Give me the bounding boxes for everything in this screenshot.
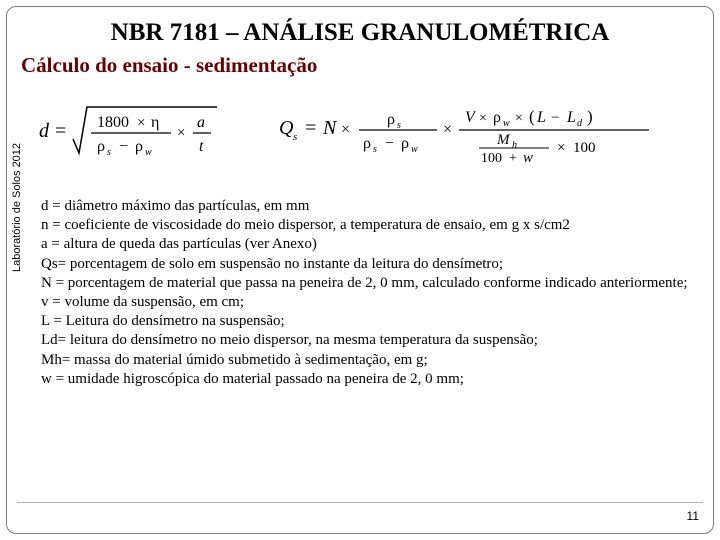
svg-text:s: s bbox=[107, 147, 111, 158]
svg-text:×: × bbox=[515, 111, 523, 126]
svg-text:d: d bbox=[39, 120, 50, 142]
svg-text:−: − bbox=[385, 135, 394, 152]
svg-text:ρ: ρ bbox=[493, 109, 501, 126]
def-line: v = volume da suspensão, em cm; bbox=[41, 293, 699, 312]
svg-text:M: M bbox=[496, 132, 511, 148]
content-area: Laboratório de Solos 2012 d = 1800 × η ρ bbox=[21, 92, 699, 389]
svg-text:Q: Q bbox=[279, 117, 294, 139]
svg-text:L: L bbox=[536, 109, 546, 126]
svg-text:t: t bbox=[199, 138, 204, 155]
svg-text:+: + bbox=[509, 151, 517, 166]
svg-text:×: × bbox=[341, 121, 350, 138]
svg-text:ρ: ρ bbox=[97, 138, 105, 155]
page-number: 11 bbox=[687, 509, 699, 523]
svg-text:ρ: ρ bbox=[387, 111, 395, 128]
svg-text:=: = bbox=[55, 120, 66, 142]
svg-text:1800: 1800 bbox=[97, 114, 129, 131]
def-line: Mh= massa do material úmido submetido à … bbox=[41, 351, 699, 370]
svg-text:w: w bbox=[145, 147, 152, 158]
svg-text:×: × bbox=[557, 140, 565, 156]
svg-text:(: ( bbox=[529, 107, 535, 126]
svg-text:ρ: ρ bbox=[135, 138, 143, 155]
definitions-block: d = diâmetro máximo das partículas, em m… bbox=[41, 197, 699, 389]
svg-text:×: × bbox=[137, 115, 145, 131]
slide-frame: NBR 7181 – ANÁLISE GRANULOMÉTRICA Cálcul… bbox=[6, 6, 714, 534]
def-line: Ld= leitura do densímetro no meio disper… bbox=[41, 331, 699, 350]
footer-divider bbox=[17, 502, 703, 503]
svg-text:×: × bbox=[177, 125, 185, 141]
svg-text:×: × bbox=[443, 121, 452, 138]
svg-text:V: V bbox=[465, 109, 477, 126]
formula-row: d = 1800 × η ρ s − ρ w bbox=[39, 92, 699, 167]
formula-d-svg: d = 1800 × η ρ s − ρ w bbox=[39, 95, 219, 165]
svg-text:η: η bbox=[151, 114, 159, 131]
svg-text:L: L bbox=[566, 109, 576, 126]
def-line: n = coeficiente de viscosidade do meio d… bbox=[41, 216, 699, 235]
page-title: NBR 7181 – ANÁLISE GRANULOMÉTRICA bbox=[21, 19, 699, 47]
svg-text:w: w bbox=[503, 118, 510, 129]
def-line: w = umidade higroscópica do material pas… bbox=[41, 370, 699, 389]
svg-text:100: 100 bbox=[573, 140, 596, 156]
formula-qs-svg: Q s = N × ρ s ρ s − ρ w × bbox=[279, 92, 659, 167]
svg-text:d: d bbox=[577, 118, 583, 129]
svg-text:h: h bbox=[512, 140, 517, 151]
svg-text:−: − bbox=[119, 138, 128, 155]
def-line: Qs= porcentagem de solo em suspensão no … bbox=[41, 255, 699, 274]
svg-text:s: s bbox=[293, 131, 297, 143]
def-line: a = altura de queda das partículas (ver … bbox=[41, 235, 699, 254]
svg-text:ρ: ρ bbox=[401, 135, 409, 152]
def-line: N = porcentagem de material que passa na… bbox=[41, 274, 699, 293]
svg-text:w: w bbox=[411, 144, 418, 155]
svg-text:ρ: ρ bbox=[363, 135, 371, 152]
side-label-text: Laboratório de Solos 2012 bbox=[11, 143, 23, 272]
svg-text:100: 100 bbox=[481, 151, 502, 166]
svg-text:N: N bbox=[322, 117, 338, 139]
def-line: d = diâmetro máximo das partículas, em m… bbox=[41, 197, 699, 216]
svg-text:): ) bbox=[587, 107, 593, 126]
svg-text:−: − bbox=[551, 110, 559, 126]
svg-text:=: = bbox=[305, 117, 316, 139]
svg-text:a: a bbox=[197, 114, 205, 131]
svg-text:s: s bbox=[373, 144, 377, 155]
page-subtitle: Cálculo do ensaio - sedimentação bbox=[21, 53, 699, 78]
svg-text:s: s bbox=[397, 120, 401, 131]
svg-text:w: w bbox=[523, 150, 533, 166]
svg-text:×: × bbox=[479, 111, 487, 126]
def-line: L = Leitura do densímetro na suspensão; bbox=[41, 312, 699, 331]
